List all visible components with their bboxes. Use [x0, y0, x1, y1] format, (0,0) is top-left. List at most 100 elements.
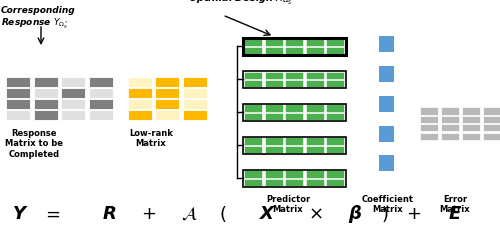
- Bar: [306, 137, 324, 145]
- Bar: [264, 80, 282, 87]
- Text: Corresponding
Response $Y_{\Omega_S^*}$: Corresponding Response $Y_{\Omega_S^*}$: [1, 6, 76, 31]
- Bar: [244, 80, 262, 87]
- Bar: [244, 105, 262, 112]
- Bar: [264, 170, 282, 178]
- Text: $\boldsymbol{X}$: $\boldsymbol{X}$: [258, 205, 276, 223]
- Bar: [462, 116, 480, 123]
- Bar: [242, 104, 346, 121]
- Bar: [379, 66, 394, 82]
- Bar: [155, 77, 179, 87]
- Bar: [264, 71, 282, 79]
- Bar: [326, 170, 344, 178]
- Bar: [441, 116, 459, 123]
- Bar: [441, 133, 459, 140]
- Bar: [326, 179, 344, 186]
- Bar: [326, 146, 344, 153]
- Bar: [244, 71, 262, 79]
- Bar: [242, 137, 346, 154]
- Bar: [242, 170, 346, 187]
- Bar: [306, 80, 324, 87]
- Text: $\boldsymbol{\beta}$: $\boldsymbol{\beta}$: [348, 203, 362, 225]
- Text: $\mathcal{A}$: $\mathcal{A}$: [180, 205, 198, 223]
- Bar: [264, 105, 282, 112]
- Bar: [306, 146, 324, 153]
- Text: Error
Matrix: Error Matrix: [440, 195, 470, 214]
- Bar: [483, 116, 500, 123]
- Bar: [285, 170, 303, 178]
- Bar: [264, 179, 282, 186]
- Bar: [6, 99, 30, 109]
- Text: Predictor
Matrix: Predictor Matrix: [266, 195, 310, 214]
- Text: Coefficient
Matrix: Coefficient Matrix: [362, 195, 414, 214]
- Bar: [379, 126, 394, 142]
- Bar: [285, 113, 303, 120]
- Bar: [61, 77, 85, 87]
- Bar: [128, 99, 152, 109]
- Bar: [420, 133, 438, 140]
- Bar: [285, 179, 303, 186]
- Bar: [264, 39, 282, 46]
- Bar: [306, 113, 324, 120]
- Bar: [306, 179, 324, 186]
- Text: $+$: $+$: [142, 205, 156, 223]
- Bar: [182, 88, 206, 98]
- Bar: [326, 71, 344, 79]
- Bar: [182, 99, 206, 109]
- Bar: [88, 88, 112, 98]
- Bar: [182, 110, 206, 120]
- Bar: [264, 146, 282, 153]
- Text: $=$: $=$: [42, 205, 60, 223]
- Bar: [155, 110, 179, 120]
- Bar: [285, 47, 303, 54]
- Bar: [326, 137, 344, 145]
- Bar: [128, 88, 152, 98]
- Bar: [61, 110, 85, 120]
- Bar: [244, 146, 262, 153]
- Bar: [285, 146, 303, 153]
- Bar: [306, 39, 324, 46]
- Bar: [264, 137, 282, 145]
- Bar: [128, 110, 152, 120]
- Bar: [420, 107, 438, 115]
- Bar: [155, 99, 179, 109]
- Text: $\boldsymbol{Y}$: $\boldsymbol{Y}$: [12, 205, 28, 223]
- Bar: [88, 77, 112, 87]
- Bar: [264, 47, 282, 54]
- Text: Optimal Design $X_{\Omega_S^*}$: Optimal Design $X_{\Omega_S^*}$: [188, 0, 292, 7]
- Bar: [285, 71, 303, 79]
- Bar: [326, 80, 344, 87]
- Text: $+$: $+$: [406, 205, 422, 223]
- Bar: [420, 124, 438, 131]
- Bar: [264, 113, 282, 120]
- Bar: [244, 170, 262, 178]
- Text: $\boldsymbol{R}$: $\boldsymbol{R}$: [102, 205, 116, 223]
- Bar: [326, 47, 344, 54]
- Bar: [182, 77, 206, 87]
- Text: Response
Matrix to be
Completed: Response Matrix to be Completed: [5, 129, 63, 159]
- Bar: [483, 107, 500, 115]
- Bar: [379, 36, 394, 52]
- Bar: [483, 124, 500, 131]
- Text: $\times$: $\times$: [308, 205, 322, 223]
- Text: $\boldsymbol{E}$: $\boldsymbol{E}$: [448, 205, 462, 223]
- Bar: [244, 39, 262, 46]
- Bar: [285, 137, 303, 145]
- Bar: [306, 105, 324, 112]
- Bar: [420, 116, 438, 123]
- Bar: [61, 99, 85, 109]
- Bar: [242, 71, 346, 88]
- Bar: [306, 47, 324, 54]
- Bar: [88, 99, 112, 109]
- Bar: [6, 77, 30, 87]
- Bar: [306, 170, 324, 178]
- Bar: [462, 124, 480, 131]
- Bar: [379, 96, 394, 112]
- Bar: [6, 88, 30, 98]
- Text: $)$: $)$: [382, 204, 388, 224]
- Bar: [244, 47, 262, 54]
- Bar: [155, 88, 179, 98]
- Bar: [34, 110, 58, 120]
- Bar: [34, 77, 58, 87]
- Text: Low-rank
Matrix: Low-rank Matrix: [129, 129, 173, 148]
- Bar: [61, 88, 85, 98]
